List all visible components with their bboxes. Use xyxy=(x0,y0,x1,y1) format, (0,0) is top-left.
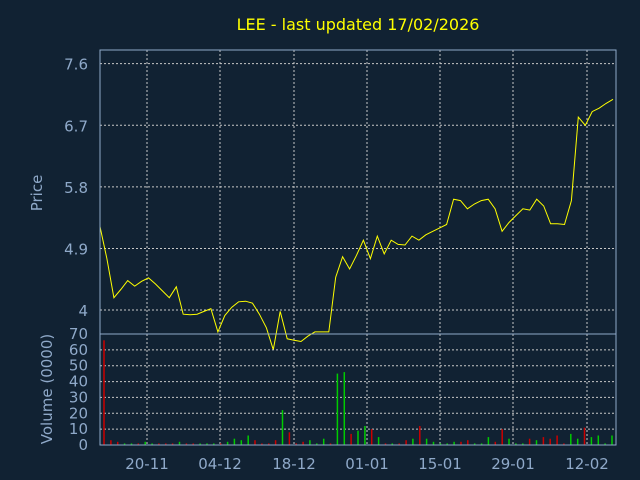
price-tick-label: 6.7 xyxy=(64,117,88,135)
volume-tick-label: 40 xyxy=(69,373,88,391)
price-series-line xyxy=(99,98,614,350)
price-tick-label: 4.9 xyxy=(64,240,88,258)
price-axis-label: Price xyxy=(28,175,46,212)
price-grid xyxy=(100,50,616,334)
volume-tick-label: 0 xyxy=(78,436,88,454)
volume-tick-label: 50 xyxy=(69,357,88,375)
volume-grid xyxy=(100,334,616,445)
x-tick-label: 18-12 xyxy=(272,455,316,473)
x-tick-label: 12-02 xyxy=(565,455,609,473)
volume-tick-label: 20 xyxy=(69,404,88,422)
volume-tick-label: 10 xyxy=(69,420,88,438)
price-y-axis: 7.6 6.7 5.8 4.9 4 xyxy=(64,56,88,320)
x-tick-label: 04-12 xyxy=(198,455,242,473)
volume-bars xyxy=(103,340,613,445)
x-tick-label: 15-01 xyxy=(418,455,462,473)
volume-tick-label: 60 xyxy=(69,341,88,359)
volume-frame xyxy=(99,333,617,446)
x-axis: 20-11 04-12 18-12 01-01 15-01 29-01 12-02 xyxy=(125,455,609,473)
x-tick-label: 29-01 xyxy=(491,455,535,473)
price-tick-label: 5.8 xyxy=(64,179,88,197)
volume-tick-label: 30 xyxy=(69,388,88,406)
x-tick-label: 20-11 xyxy=(125,455,169,473)
price-tick-label: 7.6 xyxy=(64,56,88,74)
volume-axis-label: Volume (0000) xyxy=(38,334,56,444)
volume-tick-label: 70 xyxy=(69,325,88,343)
price-tick-label: 4 xyxy=(78,302,88,320)
price-panel: 7.6 6.7 5.8 4.9 4 Price xyxy=(28,49,617,350)
x-tick-label: 01-01 xyxy=(345,455,389,473)
chart-title: LEE - last updated 17/02/2026 xyxy=(237,15,480,34)
